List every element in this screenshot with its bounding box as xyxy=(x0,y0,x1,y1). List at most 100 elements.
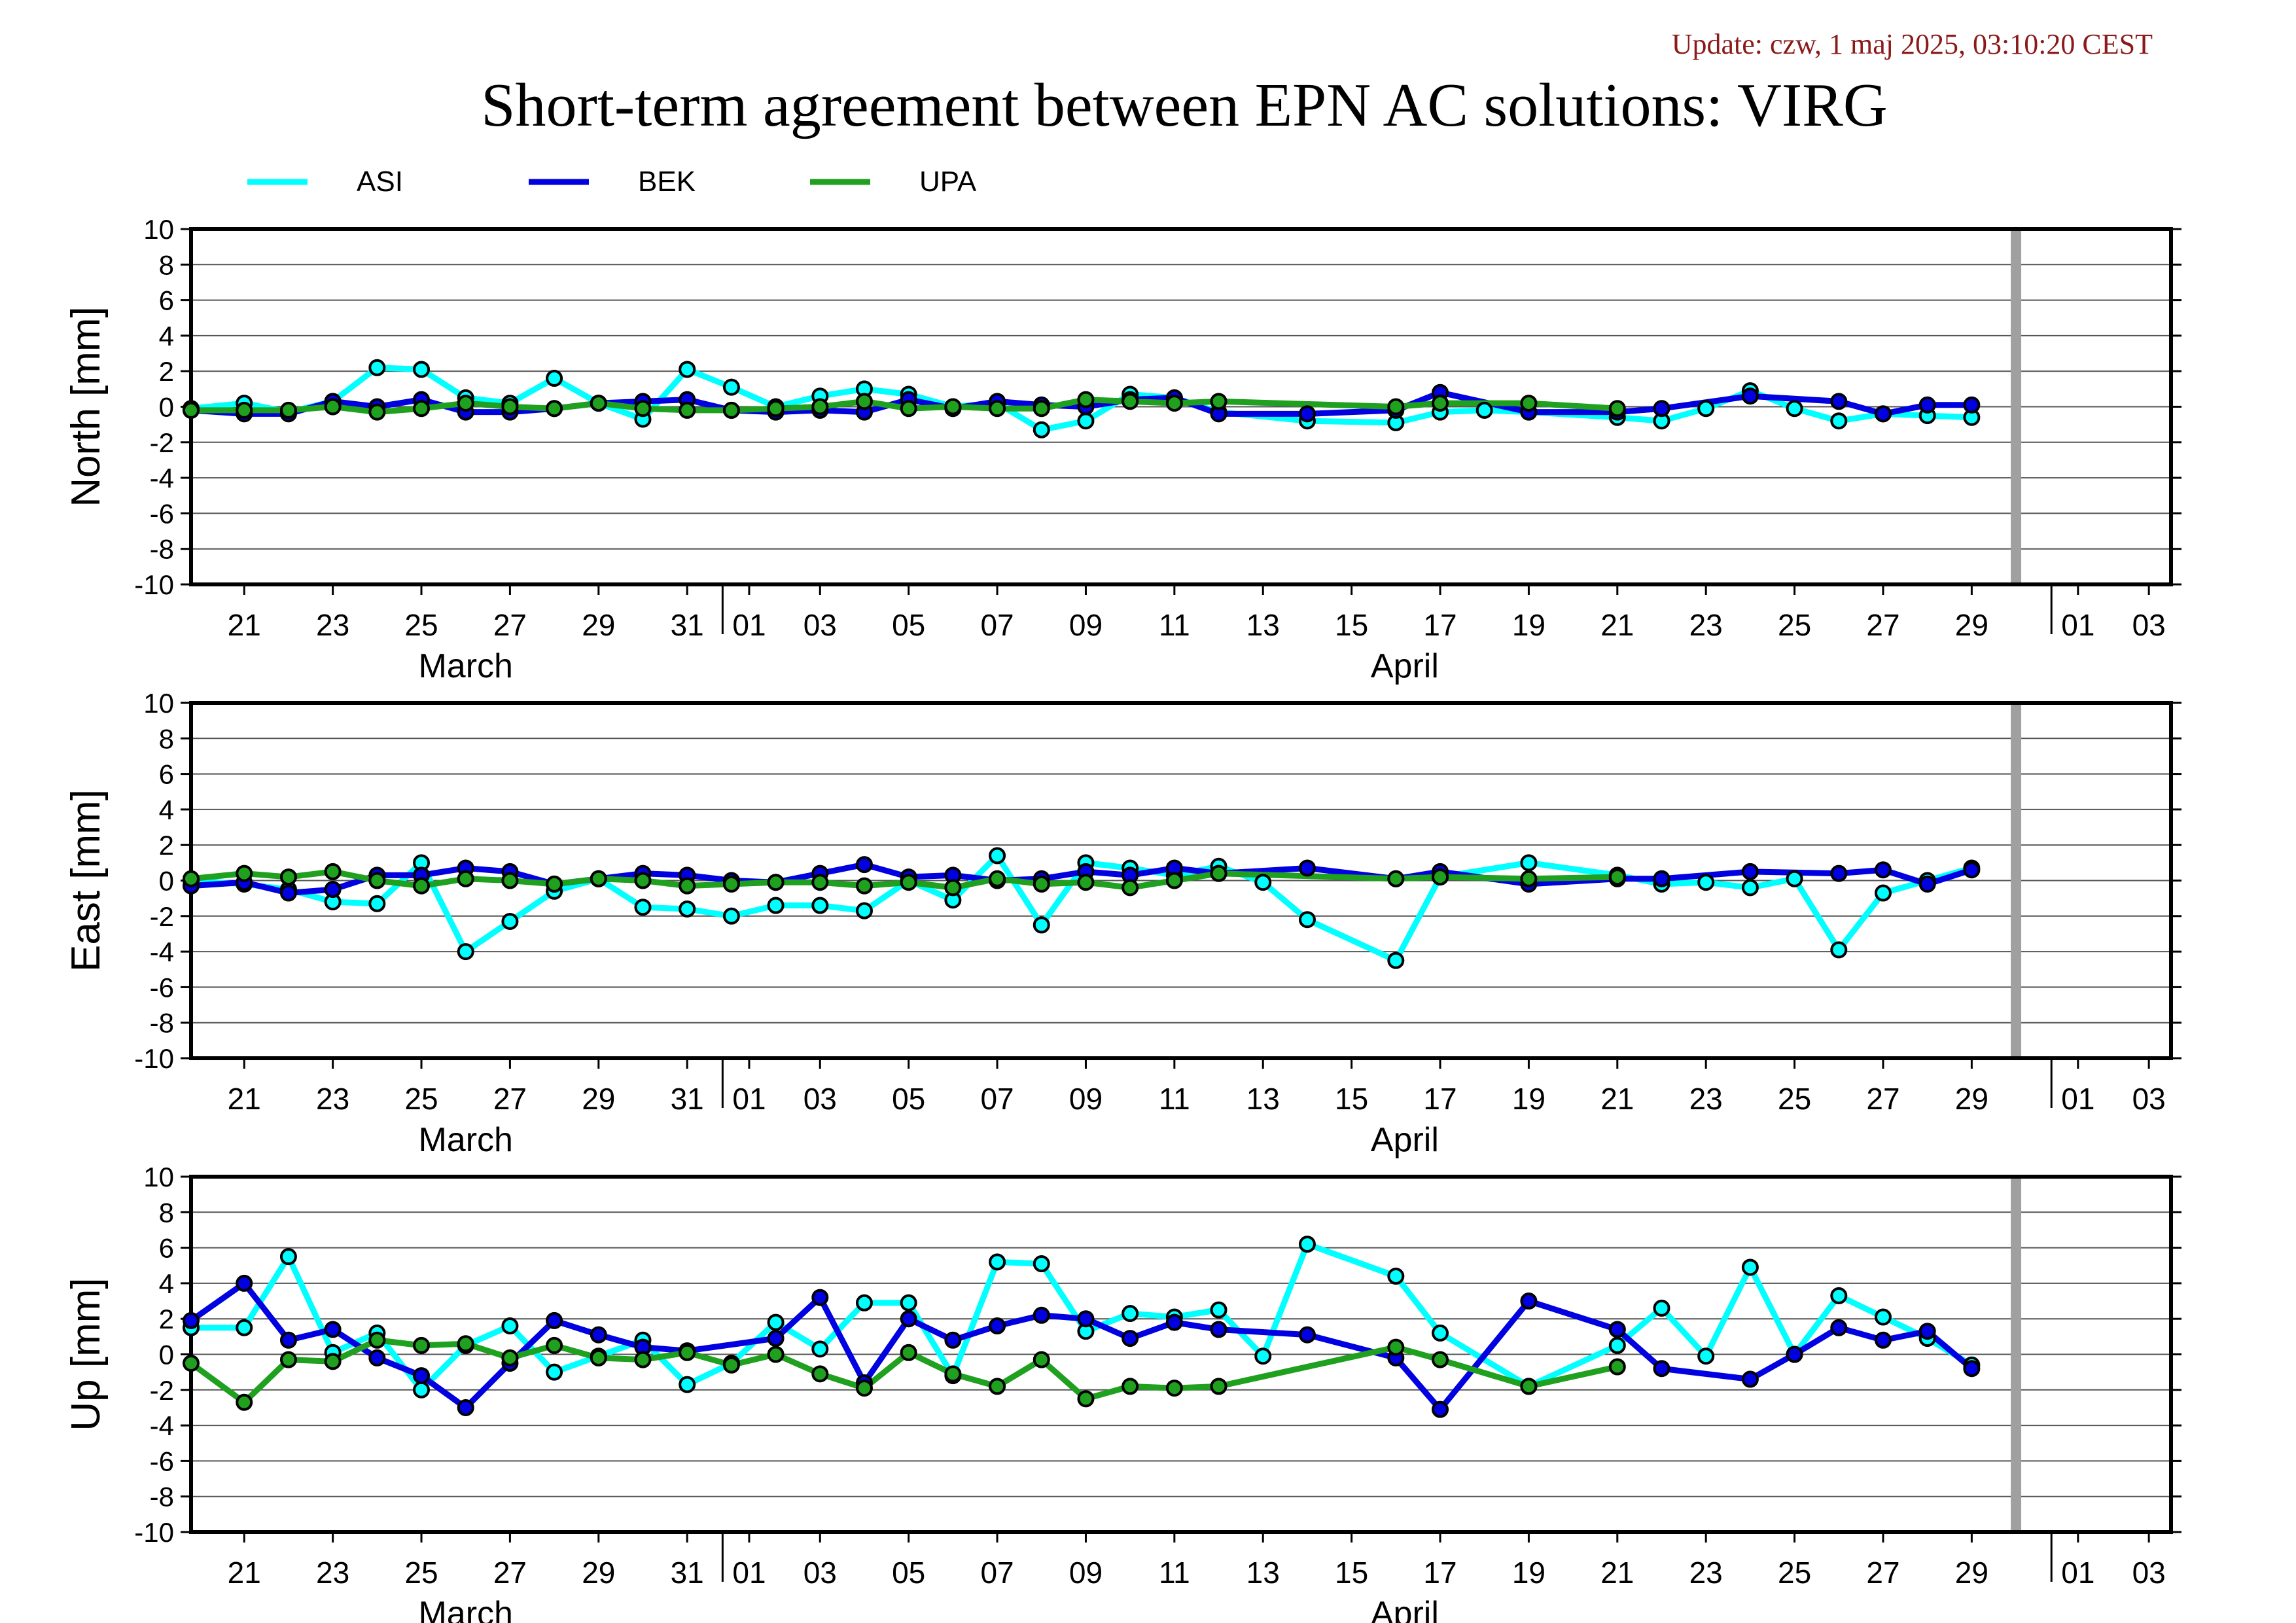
x-tick-label: 15 xyxy=(1335,608,1368,642)
north-point-upa xyxy=(590,395,607,412)
x-tick-label: 11 xyxy=(1159,1556,1190,1590)
up-point-asi xyxy=(279,1248,297,1266)
east-point-asi xyxy=(1830,941,1848,959)
x-tick-label: 05 xyxy=(892,1082,925,1116)
east-point-asi xyxy=(722,907,740,925)
up-point-bek xyxy=(457,1399,474,1416)
legend-item-bek: BEK xyxy=(529,166,696,198)
north-point-upa xyxy=(1033,400,1050,418)
up-point-bek xyxy=(1033,1306,1050,1324)
east-point-asi xyxy=(767,897,785,914)
x-tick-label: 25 xyxy=(1778,1082,1811,1116)
north-point-upa xyxy=(989,400,1006,418)
up-point-bek xyxy=(1210,1321,1227,1338)
x-tick-label: 11 xyxy=(1159,1082,1190,1116)
up-point-bek xyxy=(324,1321,342,1338)
up-point-bek xyxy=(279,1331,297,1349)
up-point-upa xyxy=(679,1344,696,1361)
up-point-upa xyxy=(1122,1378,1139,1395)
north-point-bek xyxy=(1963,396,1981,414)
y-tick-label: 0 xyxy=(159,866,174,897)
x-tick-label: 23 xyxy=(316,1556,349,1590)
x-tick-label: 23 xyxy=(316,1082,349,1116)
y-tick-label: 2 xyxy=(159,1304,174,1334)
x-tick-label: 15 xyxy=(1335,1556,1368,1590)
up-point-upa xyxy=(457,1335,474,1353)
up-point-asi xyxy=(236,1319,253,1336)
up-point-upa xyxy=(368,1331,386,1349)
up-point-upa xyxy=(1165,1380,1183,1397)
up-point-bek xyxy=(1077,1310,1095,1328)
north-point-bek xyxy=(1741,387,1759,405)
y-tick-label: -2 xyxy=(150,901,174,932)
east-point-asi xyxy=(1786,870,1803,887)
x-tick-label: 25 xyxy=(404,1556,438,1590)
up-point-upa xyxy=(1077,1390,1095,1408)
north-point-bek xyxy=(1830,393,1848,410)
x-tick-label: 03 xyxy=(804,608,837,642)
x-tick-label: 29 xyxy=(1955,1556,1988,1590)
north-point-asi xyxy=(679,361,696,378)
y-axis-label: Up [mm] xyxy=(63,1277,109,1431)
up-point-bek xyxy=(1608,1321,1626,1338)
east-point-upa xyxy=(900,874,917,891)
east-point-upa xyxy=(1432,868,1449,886)
y-tick-label: 2 xyxy=(159,356,174,387)
north-point-upa xyxy=(1077,391,1095,408)
north-point-bek xyxy=(1298,405,1316,423)
y-tick-label: 8 xyxy=(159,1197,174,1228)
x-tick-label: 13 xyxy=(1246,608,1280,642)
up-point-upa xyxy=(1033,1351,1050,1368)
y-tick-label: -2 xyxy=(150,427,174,458)
up-point-asi xyxy=(679,1376,696,1393)
x-tick-label: 23 xyxy=(1689,1556,1723,1590)
x-tick-label: 25 xyxy=(404,1082,438,1116)
x-tick-label: 19 xyxy=(1512,1556,1545,1590)
north-point-asi xyxy=(1786,400,1803,418)
y-tick-label: 2 xyxy=(159,830,174,861)
x-tick-label: 01 xyxy=(732,608,766,642)
month-label: April xyxy=(1371,1595,1439,1623)
up-point-bek xyxy=(1874,1331,1892,1349)
east-point-bek xyxy=(1874,861,1892,879)
north-point-upa xyxy=(1520,395,1538,412)
east-point-upa xyxy=(590,870,607,887)
up-point-bek xyxy=(368,1349,386,1366)
x-tick-label: 31 xyxy=(671,1556,704,1590)
up-point-asi xyxy=(501,1317,519,1335)
up-point-asi xyxy=(1298,1236,1316,1253)
north-point-upa xyxy=(1165,395,1183,412)
x-tick-label: 31 xyxy=(671,1082,704,1116)
y-tick-label: -10 xyxy=(134,1517,174,1548)
up-point-upa xyxy=(546,1336,563,1354)
east-point-upa xyxy=(1033,875,1050,893)
north-point-asi xyxy=(1697,400,1715,418)
up-panel: 10 8 6 4 2 0 -2 -4 -6 -8 -10 21 23 25 27 29 31 01 03 05 07 09… xyxy=(63,1162,2181,1623)
north-point-upa xyxy=(368,403,386,421)
north-point-upa xyxy=(457,395,474,412)
y-axis-label: East [mm] xyxy=(63,789,109,972)
x-tick-label: 03 xyxy=(2132,608,2166,642)
east-point-upa xyxy=(944,879,962,897)
up-point-upa xyxy=(900,1344,917,1361)
up-point-asi xyxy=(767,1313,785,1331)
up-point-bek xyxy=(1432,1400,1449,1418)
east-point-bek xyxy=(279,884,297,902)
month-label: March xyxy=(418,647,512,685)
month-label: March xyxy=(418,1595,512,1623)
up-point-upa xyxy=(811,1365,829,1383)
month-label: April xyxy=(1371,1121,1439,1159)
east-panel: 10 8 6 4 2 0 -2 -4 -6 -8 -10 21 23 25 27 29 31 01 03 05 07 09… xyxy=(63,688,2181,1159)
north-point-upa xyxy=(183,401,200,419)
y-tick-label: 0 xyxy=(159,392,174,423)
up-point-upa xyxy=(1432,1351,1449,1368)
up-point-asi xyxy=(1254,1347,1272,1365)
legend-label-bek: BEK xyxy=(638,166,696,198)
x-tick-label: 27 xyxy=(493,1556,527,1590)
x-tick-label: 17 xyxy=(1423,1556,1457,1590)
north-line-upa xyxy=(188,397,1621,416)
up-point-bek xyxy=(900,1310,917,1328)
up-point-bek xyxy=(1122,1330,1139,1347)
y-tick-label: -10 xyxy=(134,1043,174,1074)
up-point-bek xyxy=(1830,1319,1848,1336)
